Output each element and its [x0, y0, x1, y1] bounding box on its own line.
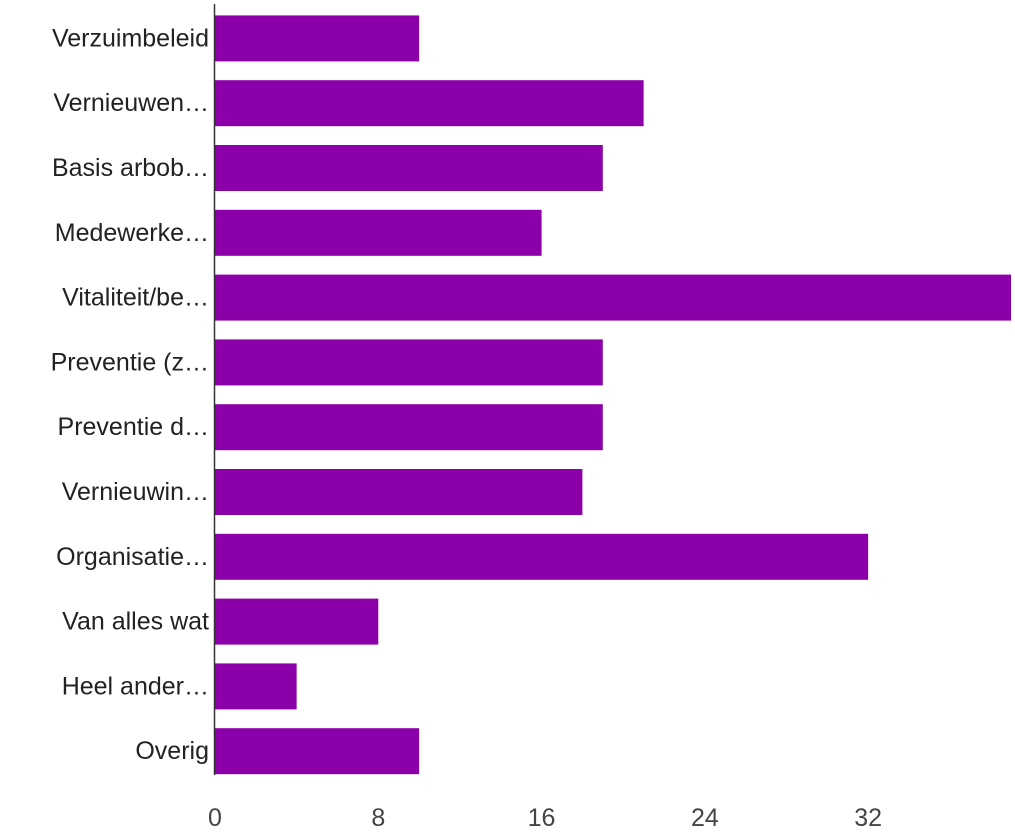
bar-4	[215, 274, 1011, 321]
bars-group	[215, 15, 1011, 775]
bar-8	[215, 533, 869, 580]
bar-0	[215, 15, 420, 62]
category-label-10: Heel ander…	[62, 672, 209, 700]
category-label-7: Vernieuwin…	[62, 478, 209, 506]
category-label-8: Organisatie…	[56, 543, 209, 571]
category-label-5: Preventie (z…	[51, 348, 209, 376]
x-tick-label-1: 8	[371, 804, 385, 829]
category-label-6: Preventie d…	[58, 413, 209, 441]
x-tick-label-0: 0	[208, 804, 222, 829]
bar-10	[215, 663, 297, 710]
category-label-2: Basis arbob…	[52, 154, 209, 182]
bar-7	[215, 469, 583, 515]
category-label-0: Verzuimbeleid	[52, 24, 209, 52]
category-label-4: Vitaliteit/be…	[62, 284, 209, 312]
bar-5	[215, 339, 603, 386]
x-tick-label-3: 24	[691, 804, 719, 829]
bar-2	[215, 145, 603, 191]
category-label-3: Medewerke…	[55, 219, 209, 247]
category-label-1: Vernieuwen…	[53, 89, 209, 117]
bar-9	[215, 598, 379, 645]
x-tick-labels: 0 8 16 24 32	[208, 804, 882, 832]
x-tick-label-2: 16	[528, 804, 556, 829]
x-tick-label-4: 32	[854, 804, 882, 829]
bar-11	[215, 728, 420, 775]
bar-3	[215, 209, 542, 256]
category-label-11: Overig	[135, 737, 209, 765]
category-labels: Verzuimbeleid Vernieuwen… Basis arbob… Mede…	[51, 24, 209, 765]
category-label-9: Van alles wat	[62, 608, 209, 636]
bar-6	[215, 404, 603, 451]
bar-1	[215, 80, 644, 127]
